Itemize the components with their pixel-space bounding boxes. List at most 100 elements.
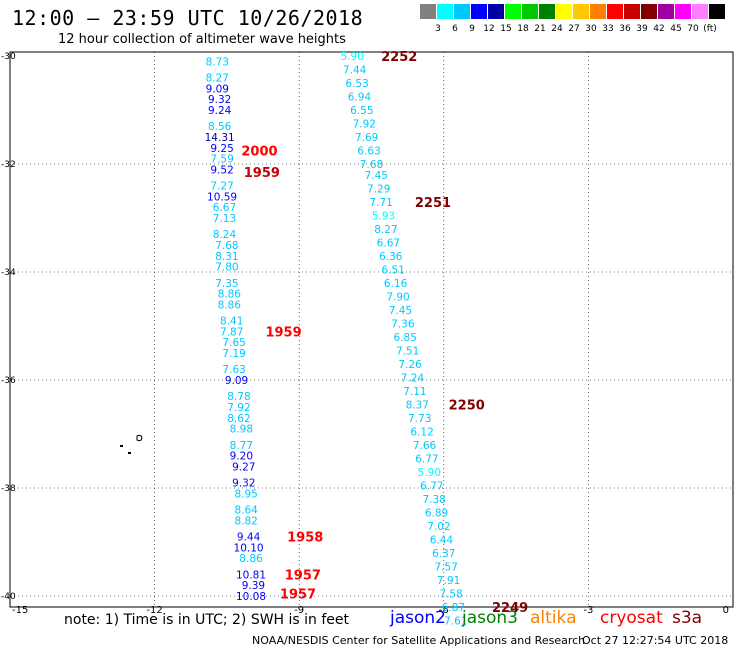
wave-height-value: 7.68 (360, 159, 383, 171)
wave-height-value: 8.77 (230, 440, 253, 452)
wave-height-value: 7.38 (422, 494, 445, 506)
wave-height-value: 6.53 (345, 78, 368, 90)
scale-label: 45 (670, 24, 682, 34)
scale-swatch (522, 4, 538, 19)
scale-label: 18 (517, 24, 529, 34)
scale-swatch (641, 4, 657, 19)
wave-height-value: 7.36 (391, 318, 415, 330)
scale-swatch (471, 4, 487, 19)
wave-height-value: 7.68 (215, 240, 238, 252)
wave-height-value: 7.65 (222, 337, 245, 349)
scale-swatch (590, 4, 606, 19)
scale-label: 15 (500, 24, 512, 34)
scale-label: 70 (687, 24, 699, 34)
wave-height-value: 7.87 (220, 326, 243, 338)
scale-swatch (539, 4, 555, 19)
wave-height-value: 7.63 (222, 364, 245, 376)
wave-height-value: 6.37 (432, 548, 455, 560)
satellite-legend-item: altika (530, 608, 577, 628)
wave-height-value: 8.98 (230, 424, 253, 436)
scale-label: 30 (585, 24, 597, 34)
pass-time-label: 1959 (265, 325, 301, 340)
scale-label: 3 (435, 24, 441, 34)
wave-height-value: 7.26 (398, 359, 422, 371)
wave-height-value: 8.86 (239, 553, 263, 565)
scale-swatch (607, 4, 623, 19)
wave-height-value: 9.44 (237, 532, 261, 544)
wave-height-value: 7.90 (386, 291, 409, 303)
wave-height-value: 6.36 (379, 251, 403, 263)
x-tick-label: -15 (12, 605, 28, 616)
generated-timestamp: Oct 27 12:27:54 UTC 2018 (582, 634, 729, 647)
wave-height-value: 6.89 (425, 507, 448, 519)
scale-label: 12 (483, 24, 495, 34)
scale-label: (ft) (703, 24, 717, 34)
y-tick-label: -30 (1, 52, 16, 62)
scale-swatch (454, 4, 470, 19)
wave-height-value: 6.12 (410, 426, 433, 438)
wave-height-value: 7.45 (365, 170, 388, 182)
wave-height-value: 8.86 (218, 299, 242, 311)
wave-height-value: 8.31 (215, 251, 238, 263)
wave-height-value: 7.29 (367, 183, 390, 195)
wave-height-value: 6.77 (415, 453, 438, 465)
scale-swatch (709, 4, 725, 19)
wave-height-value: 7.13 (213, 213, 236, 225)
wave-height-value: 9.52 (210, 164, 233, 176)
y-tick-label: -36 (1, 376, 16, 386)
wave-height-value: 14.31 (205, 132, 235, 144)
wave-height-values: 8.738.279.099.329.248.5614.319.257.599.5… (205, 51, 468, 627)
wave-height-value: 8.62 (227, 413, 250, 425)
wave-height-value: 5.90 (341, 51, 364, 63)
wave-height-value: 9.20 (230, 451, 253, 463)
wave-height-value: 7.80 (215, 262, 238, 274)
map-frame (9, 51, 734, 608)
x-tick-label: -6 (439, 605, 449, 616)
wave-height-value: 7.24 (401, 372, 425, 384)
wave-height-value: 6.55 (350, 105, 373, 117)
wave-height-value: 9.09 (225, 375, 248, 387)
wave-height-value: 7.58 (439, 588, 462, 600)
wave-height-value: 9.39 (242, 580, 265, 592)
wave-height-value: 9.09 (206, 83, 229, 95)
wave-height-value: 8.27 (206, 73, 229, 85)
wave-height-value: 8.24 (213, 229, 237, 241)
wave-height-value: 6.16 (384, 278, 408, 290)
pass-time-label: 2000 (241, 145, 277, 160)
map-subtitle: 12 hour collection of altimeter wave hei… (58, 32, 346, 47)
wave-height-value: 8.78 (227, 391, 250, 403)
credit-text: NOAA/NESDIS Center for Satellite Applica… (252, 634, 586, 647)
wave-height-value: 9.32 (208, 94, 231, 106)
y-tick-label: -40 (1, 592, 16, 602)
wave-height-value: 10.81 (236, 569, 266, 581)
pass-time-labels: 2252 2000 1959 2251 1959 2250 1958 1957 1957 2249 (241, 50, 528, 616)
satellite-legend-item: jason2 (390, 608, 446, 628)
wave-height-value: 7.92 (353, 119, 376, 131)
map-title: 12:00 — 23:59 UTC 10/26/2018 (12, 6, 364, 30)
wave-height-value: 7.45 (389, 305, 412, 317)
scale-label: 36 (619, 24, 631, 34)
wave-height-value: 7.57 (435, 561, 458, 573)
scale-label: 24 (551, 24, 563, 34)
axis-ticks: -15 -12 -9 -6 -3 0-30-32-34-36-38-40 (1, 52, 729, 616)
wave-height-value: 6.51 (381, 264, 404, 276)
scale-label: 27 (568, 24, 580, 34)
scale-swatch (658, 4, 674, 19)
graticule (10, 52, 733, 607)
wave-height-value: 5.90 (418, 467, 441, 479)
x-tick-label: 0 (723, 605, 729, 616)
pass-time-label: 1958 (287, 531, 323, 546)
wave-height-value: 6.77 (420, 480, 443, 492)
pass-time-label: 2250 (449, 398, 485, 413)
wave-height-value: 7.92 (227, 402, 250, 414)
x-tick-label: -9 (294, 605, 304, 616)
y-tick-label: -32 (1, 160, 16, 170)
pass-time-label: 2249 (492, 601, 528, 616)
island-outline (120, 434, 143, 454)
wave-height-value: 7.11 (403, 386, 426, 398)
wave-height-value: 6.67 (213, 202, 236, 214)
wave-height-value: 10.08 (236, 591, 266, 603)
wave-height-value: 8.27 (374, 224, 397, 236)
scale-swatch (437, 4, 453, 19)
pass-time-label: 2252 (381, 50, 417, 65)
